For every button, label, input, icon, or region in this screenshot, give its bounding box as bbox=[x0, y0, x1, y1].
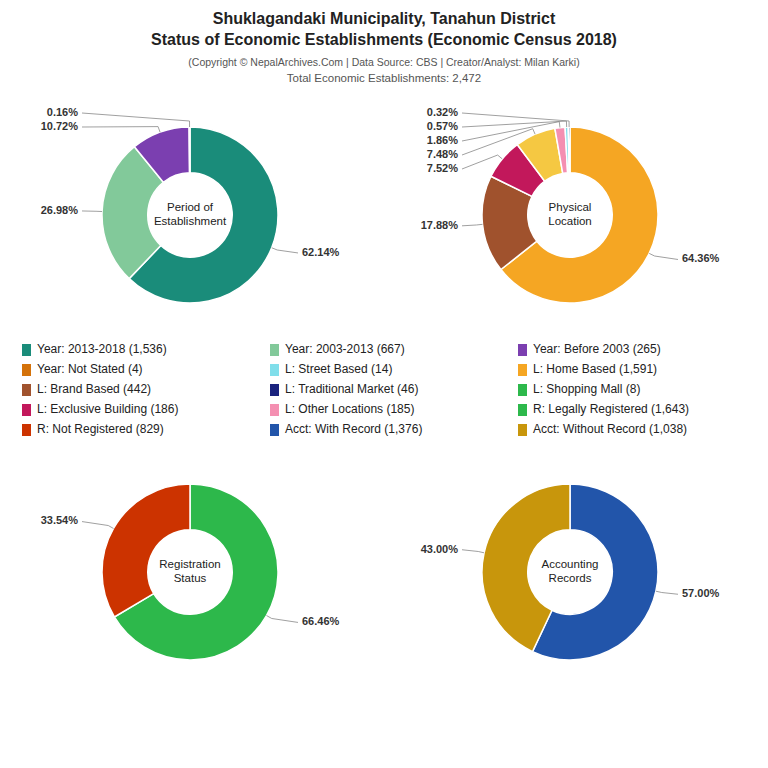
data-label: 0.32% bbox=[427, 106, 458, 118]
legend-entry: Year: 2003-2013 (667) bbox=[285, 342, 405, 356]
legend-entry: L: Home Based (1,591) bbox=[533, 362, 657, 376]
leader-line bbox=[272, 248, 298, 253]
data-label: 10.72% bbox=[41, 120, 79, 132]
legend-swatch bbox=[518, 404, 527, 416]
legend-swatch bbox=[270, 384, 279, 396]
data-label: 33.54% bbox=[41, 514, 79, 526]
chart-root: Shuklagandaki Municipality, Tanahun Dist… bbox=[0, 0, 768, 768]
data-label: 7.48% bbox=[427, 148, 458, 160]
leader-line bbox=[462, 155, 502, 169]
donut: PhysicalLocation 64.36% 17.88% 7.52% 7.48% 1.… bbox=[421, 106, 720, 303]
subtitle: Total Economic Establishments: 2,472 bbox=[287, 72, 481, 84]
legend-entry: L: Brand Based (442) bbox=[37, 382, 151, 396]
donut-label: PhysicalLocation bbox=[548, 201, 591, 227]
legend-entry: R: Legally Registered (1,643) bbox=[533, 402, 689, 416]
legend-entry: Year: 2013-2018 (1,536) bbox=[37, 342, 167, 356]
data-label: 1.86% bbox=[427, 134, 458, 146]
data-label: 17.88% bbox=[421, 219, 459, 231]
legend-swatch bbox=[270, 364, 279, 376]
leader-line bbox=[82, 113, 190, 127]
legend-swatch bbox=[518, 424, 527, 436]
leader-line bbox=[462, 113, 569, 127]
data-label: 0.57% bbox=[427, 120, 458, 132]
legend-swatch bbox=[270, 344, 279, 356]
slice bbox=[188, 127, 190, 173]
leader-line bbox=[462, 550, 484, 553]
legend-entry: L: Exclusive Building (186) bbox=[37, 402, 178, 416]
donut: AccountingRecords 57.00% 43.00% bbox=[421, 484, 720, 660]
donut-label: Period ofEstablishment bbox=[154, 201, 227, 227]
data-label: 26.98% bbox=[41, 204, 79, 216]
legend-entry: L: Shopping Mall (8) bbox=[533, 382, 640, 396]
slice bbox=[129, 127, 278, 303]
slice bbox=[134, 127, 189, 182]
legend-swatch bbox=[22, 404, 31, 416]
data-label: 0.16% bbox=[47, 106, 78, 118]
title: Status of Economic Establishments (Econo… bbox=[151, 31, 617, 48]
legend-entry: L: Other Locations (185) bbox=[285, 402, 414, 416]
title: Shuklagandaki Municipality, Tanahun Dist… bbox=[213, 10, 556, 27]
legend-entry: L: Street Based (14) bbox=[285, 362, 392, 376]
leader-line bbox=[656, 591, 678, 594]
slice bbox=[565, 127, 569, 173]
donut-label: AccountingRecords bbox=[542, 558, 599, 584]
legend-swatch bbox=[518, 384, 527, 396]
legend-entry: L: Traditional Market (46) bbox=[285, 382, 418, 396]
legend-entry: Year: Before 2003 (265) bbox=[533, 342, 661, 356]
legend-entry: Acct: Without Record (1,038) bbox=[533, 422, 687, 436]
leader-line bbox=[462, 121, 567, 127]
legend-swatch bbox=[518, 344, 527, 356]
leader-line bbox=[649, 253, 678, 259]
legend-swatch bbox=[22, 384, 31, 396]
leader-line bbox=[462, 224, 482, 225]
subtitle: (Copyright © NepalArchives.Com | Data So… bbox=[188, 56, 579, 68]
legend-swatch bbox=[22, 424, 31, 436]
data-label: 43.00% bbox=[421, 543, 459, 555]
data-label: 62.14% bbox=[302, 246, 340, 258]
legend-entry: Acct: With Record (1,376) bbox=[285, 422, 422, 436]
donut: RegistrationStatus 66.46% 33.54% bbox=[41, 484, 340, 660]
slice bbox=[102, 484, 190, 617]
legend-swatch bbox=[270, 404, 279, 416]
data-label: 57.00% bbox=[682, 587, 720, 599]
legend-entry: Year: Not Stated (4) bbox=[37, 362, 143, 376]
legend-swatch bbox=[270, 424, 279, 436]
legend-swatch bbox=[22, 364, 31, 376]
legend: Year: 2013-2018 (1,536) Year: 2003-2013 (… bbox=[22, 342, 689, 436]
data-label: 7.52% bbox=[427, 162, 458, 174]
legend-entry: R: Not Registered (829) bbox=[37, 422, 164, 436]
legend-swatch bbox=[22, 344, 31, 356]
leader-line bbox=[82, 210, 102, 212]
donut: Period ofEstablishment 62.14% 26.98% 10.72%… bbox=[41, 106, 340, 303]
data-label: 64.36% bbox=[682, 252, 720, 264]
slice bbox=[568, 127, 570, 173]
leader-line bbox=[462, 129, 535, 155]
leader-line bbox=[82, 522, 114, 529]
leader-line bbox=[266, 616, 298, 623]
legend-swatch bbox=[518, 364, 527, 376]
leader-line bbox=[82, 127, 160, 133]
donut-label: RegistrationStatus bbox=[159, 558, 220, 584]
data-label: 66.46% bbox=[302, 615, 340, 627]
